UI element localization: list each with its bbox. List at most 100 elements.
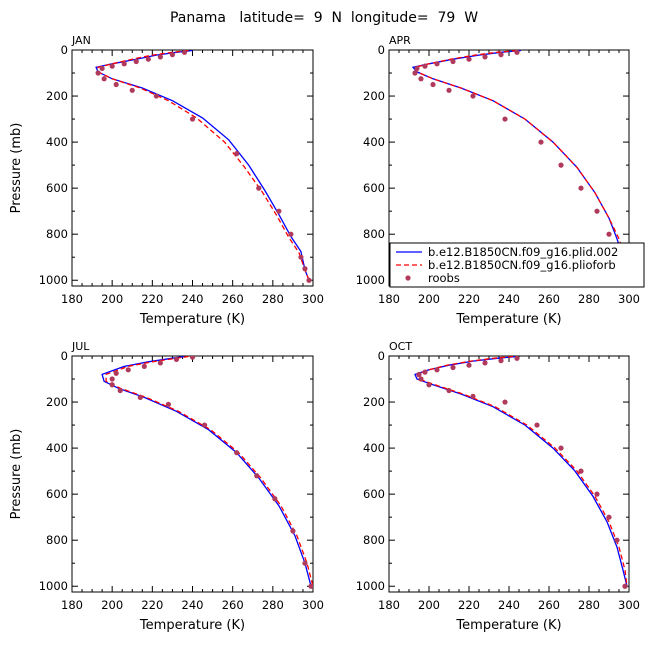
obs-point: [99, 65, 105, 72]
obs-point: [153, 93, 159, 99]
x-tick-label: 300: [302, 598, 324, 612]
x-axis-label: Temperature (K): [139, 618, 245, 633]
obs-point: [450, 364, 456, 371]
x-tick-label: 240: [182, 598, 204, 612]
x-tick-label: 280: [578, 292, 600, 306]
y-tick-label: 200: [46, 395, 68, 409]
y-tick-label: 200: [363, 395, 385, 409]
x-axis-label: Temperature (K): [455, 312, 561, 327]
obs-point: [137, 394, 143, 401]
panel-label: APR: [389, 34, 411, 47]
y-tick-label: 1000: [39, 579, 68, 593]
obs-point: [606, 231, 612, 237]
obs-point: [288, 231, 294, 237]
obs-point: [538, 139, 544, 145]
x-tick-label: 180: [61, 292, 83, 306]
obs-point: [594, 208, 600, 214]
y-tick-label: 600: [363, 181, 385, 195]
obs-point: [157, 360, 163, 366]
obs-point: [482, 360, 488, 366]
obs-point: [422, 369, 428, 375]
chart-panel-oct: 180 200 220 240 260 280 300 0 200 400 600 800 1000 OC…: [356, 340, 640, 633]
x-tick-label: 240: [498, 292, 520, 306]
panel-label: OCT: [389, 340, 412, 353]
x-tick-label: 260: [538, 598, 560, 612]
x-axis-label: Temperature (K): [139, 312, 245, 327]
series-line-plioforb: [416, 356, 628, 587]
obs-point: [446, 387, 452, 394]
y-tick-label: 800: [46, 533, 68, 547]
data-layer: [95, 50, 312, 283]
y-tick-label: 0: [378, 349, 385, 363]
obs-point: [502, 399, 508, 405]
x-tick-label: 300: [618, 598, 640, 612]
obs-point: [466, 56, 472, 62]
obs-point: [302, 560, 308, 566]
series-line-plioforb: [97, 50, 310, 281]
y-tick-label: 1000: [39, 273, 68, 287]
obs-point: [298, 254, 304, 260]
data-layer: [414, 356, 628, 589]
x-tick-label: 200: [101, 292, 123, 306]
obs-point: [276, 208, 282, 214]
x-tick-label: 200: [101, 598, 123, 612]
data-layer: [101, 356, 313, 589]
legend: b.e12.B1850CN.f09_g16.plid.002b.e12.B185…: [389, 242, 645, 288]
obs-point: [306, 277, 312, 283]
obs-point: [157, 54, 163, 60]
x-tick-label: 220: [141, 292, 163, 306]
obs-point: [189, 356, 196, 360]
legend-label: roobs: [428, 271, 460, 285]
obs-point: [125, 367, 131, 373]
obs-point: [256, 185, 262, 191]
obs-point: [558, 445, 564, 451]
y-tick-label: 0: [61, 349, 68, 363]
x-tick-label: 280: [262, 598, 284, 612]
y-tick-label: 1000: [356, 273, 385, 287]
x-tick-label: 280: [262, 292, 284, 306]
x-tick-label: 260: [538, 292, 560, 306]
series-line-plioforb: [414, 50, 629, 282]
panel-label: JAN: [71, 34, 91, 47]
obs-point: [470, 93, 476, 99]
obs-point: [466, 362, 472, 368]
legend-box: [389, 242, 645, 288]
plot-frame: [71, 355, 314, 593]
obs-point: [426, 382, 432, 388]
obs-point: [109, 376, 115, 382]
obs-point: [578, 468, 584, 474]
obs-point: [254, 473, 260, 479]
x-tick-label: 260: [222, 292, 244, 306]
y-tick-label: 800: [363, 227, 385, 241]
y-axis-label: Pressure (mb): [9, 123, 24, 214]
obs-point: [412, 70, 418, 76]
obs-point: [133, 58, 139, 65]
y-tick-label: 200: [46, 89, 68, 103]
y-tick-label: 400: [46, 135, 68, 149]
obs-point: [165, 401, 171, 407]
y-tick-label: 800: [46, 227, 68, 241]
data-layer: [411, 50, 629, 283]
plot-frame: [388, 355, 630, 593]
obs-point: [302, 266, 308, 272]
obs-point: [614, 537, 620, 543]
obs-point: [450, 58, 456, 65]
legend-label: b.e12.B1850CN.f09_g16.plioforb: [428, 258, 616, 272]
legend-label: b.e12.B1850CN.f09_g16.plid.002: [428, 245, 618, 259]
obs-point: [113, 370, 119, 376]
x-axis-label: Temperature (K): [455, 618, 561, 633]
obs-point: [117, 387, 123, 394]
obs-point: [578, 185, 584, 191]
obs-point: [498, 52, 504, 58]
x-tick-label: 280: [578, 598, 600, 612]
y-tick-label: 600: [46, 181, 68, 195]
obs-point: [434, 61, 440, 67]
obs-point: [109, 382, 115, 388]
obs-point: [422, 63, 428, 69]
obs-point: [145, 56, 151, 62]
obs-point: [129, 87, 135, 93]
y-axis-label: Pressure (mb): [9, 429, 24, 520]
obs-point: [109, 63, 115, 69]
obs-point: [414, 65, 420, 72]
